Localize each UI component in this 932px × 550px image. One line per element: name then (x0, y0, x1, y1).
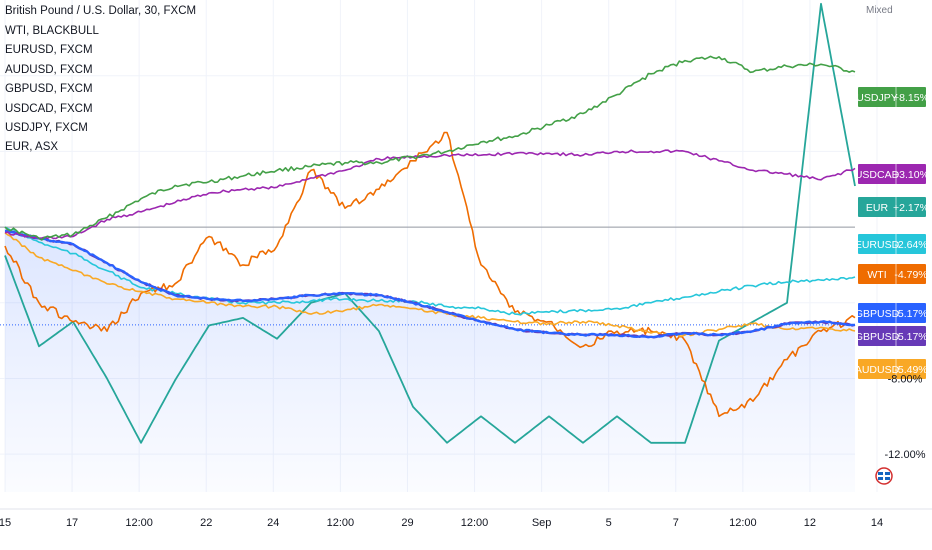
x-tick-label: Sep (532, 517, 552, 529)
y-tick-label: -8.00% (888, 373, 923, 385)
series-line-eur (4, 2, 856, 444)
price-label-value: -2.64% (894, 239, 927, 251)
price-label-symbol: AUDUSD (855, 364, 900, 376)
x-tick-label: 7 (673, 517, 679, 529)
x-tick-label: 29 (401, 517, 413, 529)
x-tick-label: 12:00 (125, 517, 153, 529)
price-label-symbol: GBPUSD (855, 308, 900, 320)
price-label-wti (858, 264, 926, 284)
price-label-symbol: USDCAD (855, 169, 900, 181)
symbol-legend: WTI, BLACKBULL EURUSD, FXCM AUDUSD, FXCM… (5, 22, 99, 158)
series-line-eurusd (4, 226, 856, 316)
series-line-wti (4, 131, 856, 418)
series-area-fill (5, 227, 855, 493)
legend-entry-eur[interactable]: EUR, ASX (5, 141, 59, 154)
price-label-value: -4.79% (894, 269, 927, 281)
series-line-usdjpy (4, 55, 856, 241)
price-label-gbpusd (858, 326, 926, 346)
legend-entry-eurusd[interactable]: EURUSD, FXCM (5, 44, 93, 57)
x-tick-label: 17 (66, 517, 78, 529)
legend-entry-audusd[interactable]: AUDUSD, FXCM (5, 63, 93, 76)
price-label-gbpusd (858, 303, 926, 323)
price-label-audusd (858, 359, 926, 379)
price-label-value: -5.17% (894, 308, 927, 320)
price-label-eurusd (858, 234, 926, 254)
price-label-value: -5.49% (894, 364, 927, 376)
x-tick-label: 12 (804, 517, 816, 529)
legend-entry-wti[interactable]: WTI, BLACKBULL (5, 25, 99, 37)
price-label-symbol: WTI (867, 269, 886, 281)
price-label-symbol: EURUSD (855, 239, 900, 251)
scale-mode-label[interactable]: Mixed (866, 5, 893, 16)
price-label-symbol: GBPUSD (855, 331, 900, 343)
price-label-symbol: USDJPY (856, 92, 897, 104)
legend-entry-usdcad[interactable]: USDCAD, FXCM (5, 102, 93, 115)
series-line-gbpusd (4, 229, 856, 339)
x-tick-label: 12:00 (461, 517, 489, 529)
price-label-usdcad (858, 164, 926, 184)
x-tick-label: 14 (871, 517, 883, 529)
x-tick-label: 24 (267, 517, 279, 529)
price-label-symbol: EUR (866, 202, 889, 214)
x-tick-label: 22 (200, 517, 212, 529)
price-label-value: +8.15% (893, 92, 929, 104)
legend-entry-usdjpy[interactable]: USDJPY, FXCM (5, 122, 88, 135)
series-line-audusd (4, 232, 856, 337)
legend-entry-gbpusd[interactable]: GBPUSD, FXCM (5, 83, 93, 96)
chart-title: British Pound / U.S. Dollar, 30, FXCM (5, 5, 197, 17)
y-tick-label: -12.00% (885, 449, 926, 461)
x-tick-label: 5 (606, 517, 612, 529)
price-label-usdjpy (858, 87, 926, 107)
x-tick-label: 15 (0, 517, 11, 529)
x-tick-label: 12:00 (327, 517, 355, 529)
x-tick-label: 12:00 (729, 517, 757, 529)
price-label-eur (858, 197, 926, 217)
series-line-usdcad (4, 149, 856, 240)
price-label-value: -5.17% (894, 331, 927, 343)
price-label-value: +3.10% (893, 169, 929, 181)
price-label-value: +2.17% (893, 202, 929, 214)
